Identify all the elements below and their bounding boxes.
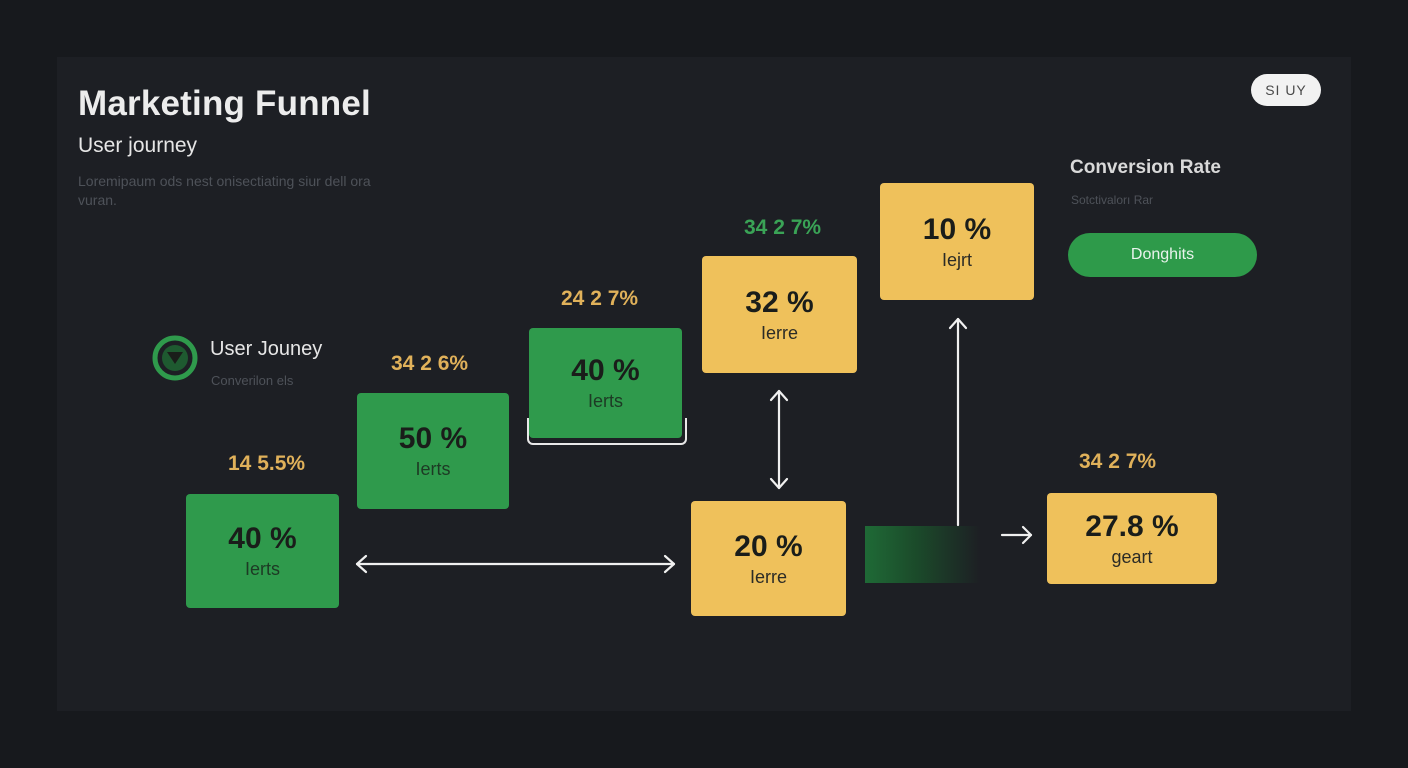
page-description: Loremipaum ods nest onisectiating siur d… — [78, 173, 371, 208]
arrow-up — [948, 317, 968, 527]
funnel-box-4: 32 % Ierre — [702, 256, 857, 373]
legend-title: User Jouney — [210, 338, 323, 360]
box-value: 20 % — [734, 529, 803, 563]
conversion-rate-title: Conversion Rate — [1070, 157, 1221, 178]
funnel-box-2: 50 % Ierts — [357, 393, 509, 509]
box-value: 40 % — [571, 354, 640, 387]
triangle-down-circle-icon — [152, 335, 198, 381]
box-value: 50 % — [398, 422, 468, 455]
page-subtitle: User journey — [78, 134, 198, 157]
box-label: Ierts — [244, 559, 280, 579]
box-label: Ierre — [749, 566, 787, 587]
arrow-right — [1000, 525, 1033, 545]
funnel-box-6: 20 % Ierre — [691, 501, 846, 616]
box-label: Ierts — [587, 391, 623, 411]
double-arrow-vertical — [769, 389, 789, 490]
box-label: Ierts — [415, 459, 451, 479]
box-value: 27.8 % — [1085, 509, 1179, 543]
box-label: Iejrt — [941, 249, 972, 270]
stage-percent-4: 34 2 7% — [744, 216, 822, 239]
conversion-rate-subtitle: Sotctivalorı Rar — [1071, 193, 1154, 207]
page-title: Marketing Funnel — [78, 84, 371, 123]
top-right-button[interactable]: SI UY — [1251, 74, 1321, 106]
funnel-box-1: 40 % Ierts — [186, 494, 339, 608]
double-arrow-horizontal — [355, 554, 676, 574]
funnel-box-5: 10 % Iejrt — [880, 183, 1034, 300]
box-label: geart — [1111, 546, 1153, 567]
funnel-box-7: 27.8 % geart — [1047, 493, 1217, 584]
gradient-connector-bar — [865, 526, 980, 583]
legend-subtitle: Converilon els — [211, 373, 294, 388]
box-label: Ierre — [760, 322, 798, 343]
box-value: 32 % — [745, 285, 814, 319]
funnel-box-3: 40 % Ierts — [529, 328, 682, 438]
conversion-button[interactable]: Donghits — [1068, 233, 1257, 277]
stage-percent-1: 14 5.5% — [228, 452, 306, 475]
box-value: 40 % — [228, 522, 297, 555]
stage-percent-7: 34 2 7% — [1079, 450, 1157, 473]
box-highlight-outline — [527, 418, 687, 445]
box-value: 10 % — [922, 212, 992, 246]
stage-percent-2: 34 2 6% — [391, 352, 469, 375]
stage-percent-3: 24 2 7% — [561, 287, 639, 310]
